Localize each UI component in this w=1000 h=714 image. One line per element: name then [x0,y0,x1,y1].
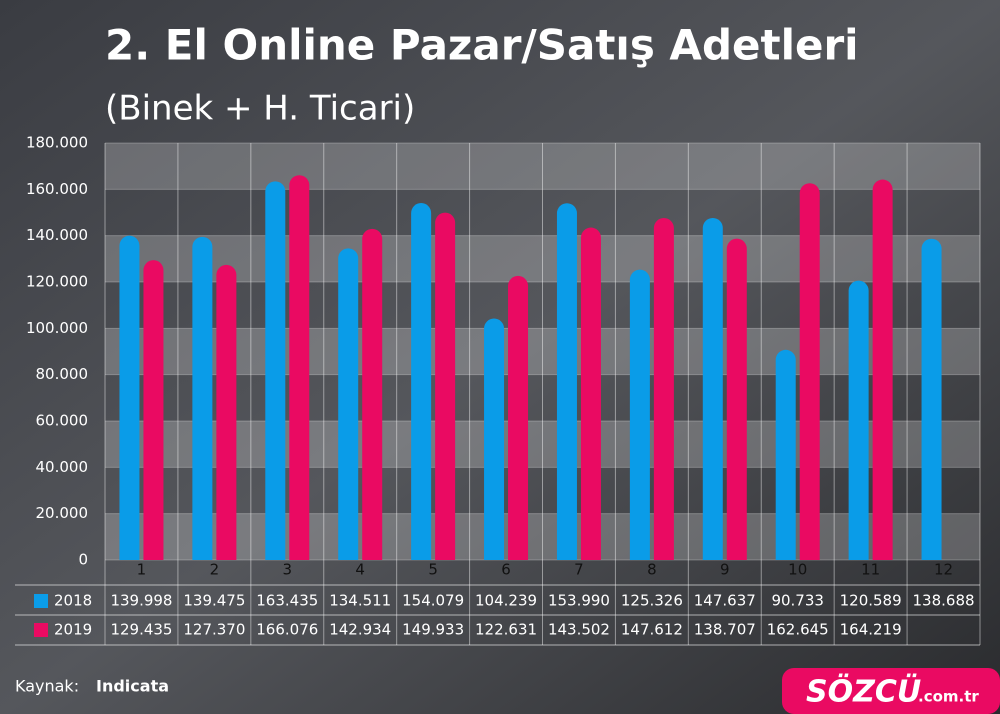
source-label: Kaynak: [15,677,79,696]
y-tick-label: 60.000 [36,412,89,430]
logo-suffix: .com.tr [918,688,979,706]
bar [119,235,140,560]
bar [653,218,674,560]
bar [265,181,286,560]
logo: SÖZCÜ [806,673,921,710]
bar [338,248,359,560]
y-tick-label: 0 [78,551,88,569]
bar [726,238,747,560]
bar [435,212,456,560]
legend-label: 2018 [54,592,92,610]
source: Indicata [96,677,169,696]
grid-band [105,513,980,560]
bar [143,260,164,560]
legend-swatch [34,594,48,608]
x-tick-label: 11 [861,561,880,579]
chart-subtitle: (Binek + H. Ticari) [105,89,415,129]
bar [289,175,310,560]
value-label: 138.688 [913,592,975,610]
legend-label: 2019 [54,621,92,639]
y-tick-label: 40.000 [36,458,89,476]
value-label: 120.589 [840,592,902,610]
value-label: 164.219 [840,621,902,639]
bar [362,228,383,560]
bar [192,236,213,560]
x-tick-label: 2 [210,561,220,579]
x-tick-label: 8 [647,561,657,579]
value-label: 139.475 [183,592,245,610]
x-tick-label: 12 [934,561,953,579]
bar [216,264,237,560]
bar [702,217,723,560]
grid-band [105,235,980,282]
value-label: 134.511 [329,592,391,610]
value-label: 163.435 [256,592,318,610]
value-label: 125.326 [621,592,683,610]
y-tick-label: 20.000 [36,504,89,522]
value-label: 139.998 [110,592,172,610]
value-label: 104.239 [475,592,537,610]
x-tick-label: 5 [428,561,438,579]
y-tick-label: 120.000 [26,273,88,291]
y-tick-label: 180.000 [26,134,88,152]
bar [508,275,529,560]
y-tick-label: 100.000 [26,319,88,337]
value-label: 153.990 [548,592,610,610]
value-label: 138.707 [694,621,756,639]
logo-box [782,668,1000,714]
bar [580,227,601,560]
x-tick-label: 1 [137,561,147,579]
value-label: 147.637 [694,592,756,610]
value-label: 122.631 [475,621,537,639]
value-label: 127.370 [183,621,245,639]
x-tick-label: 9 [720,561,730,579]
x-tick-label: 4 [355,561,365,579]
x-tick-label: 10 [788,561,807,579]
chart-title: 2. El Online Pazar/Satış Adetleri [105,21,859,70]
value-label: 129.435 [110,621,172,639]
y-tick-label: 140.000 [26,226,88,244]
bar [848,280,869,560]
value-label: 154.079 [402,592,464,610]
value-label: 147.612 [621,621,683,639]
value-label: 143.502 [548,621,610,639]
bar [556,203,577,560]
grid-band [105,143,980,190]
value-label: 142.934 [329,621,391,639]
grid-band [105,421,980,468]
value-label: 162.645 [767,621,829,639]
y-tick-label: 160.000 [26,180,88,198]
bar [484,318,505,560]
bar [872,179,893,560]
x-tick-label: 3 [283,561,293,579]
x-tick-label: 7 [574,561,584,579]
bar [799,183,820,560]
legend-swatch [34,623,48,637]
value-label: 166.076 [256,621,318,639]
y-tick-label: 80.000 [36,365,89,383]
bar [411,203,432,560]
bar [629,269,650,560]
value-label: 149.933 [402,621,464,639]
bar [921,238,942,561]
value-label: 90.733 [771,592,824,610]
grid-band [105,328,980,375]
bar [775,349,796,560]
x-tick-label: 6 [501,561,511,579]
